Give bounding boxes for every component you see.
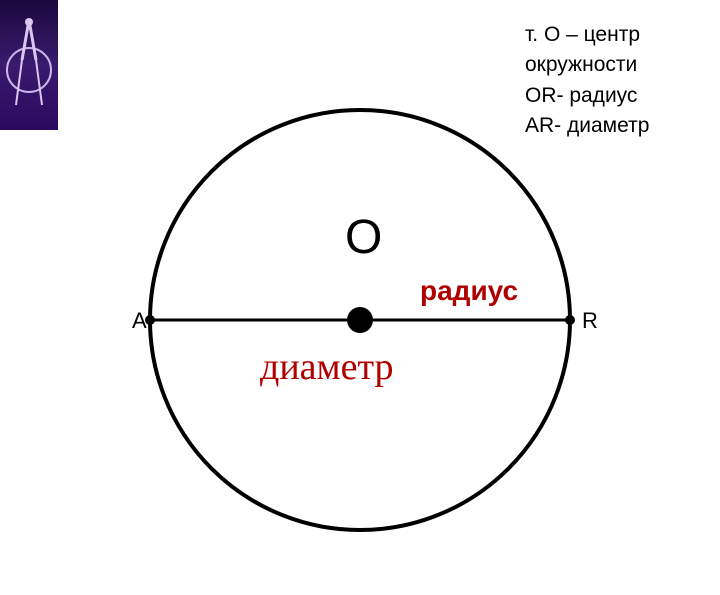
label-point-a: А xyxy=(132,308,147,334)
circle-diagram: О А R радиус диаметр xyxy=(60,50,540,530)
sidebar-logo xyxy=(0,0,58,130)
label-center: О xyxy=(345,210,382,265)
compass-icon xyxy=(4,10,54,120)
label-radius: радиус xyxy=(420,275,518,307)
label-diameter: диаметр xyxy=(260,345,394,389)
right-endpoint xyxy=(565,315,575,325)
legend-line-3: АR- диаметр xyxy=(525,111,700,141)
legend-line-2: ОR- радиус xyxy=(525,81,700,111)
legend-panel: т. О – центр окружности ОR- радиус АR- д… xyxy=(525,20,700,142)
center-point xyxy=(347,307,373,333)
label-point-r: R xyxy=(582,308,598,334)
legend-line-1: т. О – центр окружности xyxy=(525,20,700,81)
